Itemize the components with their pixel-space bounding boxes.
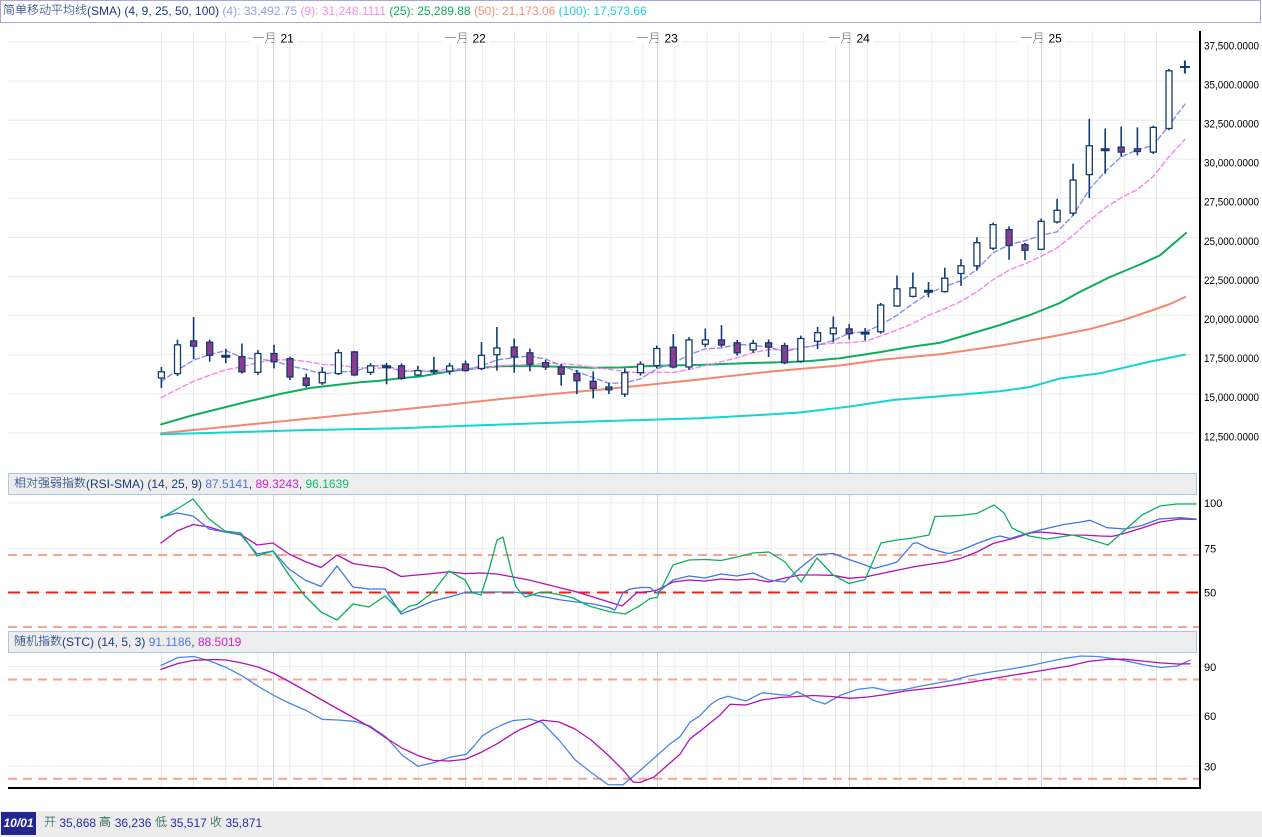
svg-text:25: 25 [1049,32,1063,46]
svg-text:20,000.0000: 20,000.0000 [1204,314,1259,326]
svg-text:60: 60 [1204,711,1216,723]
svg-text:17,500.0000: 17,500.0000 [1204,353,1259,365]
svg-text:22: 22 [473,32,487,46]
svg-text:75: 75 [1204,544,1216,556]
svg-text:12,500.0000: 12,500.0000 [1204,431,1259,443]
svg-text:30: 30 [1204,762,1216,774]
svg-text:37,500.0000: 37,500.0000 [1204,40,1259,52]
svg-text:23: 23 [665,32,679,46]
svg-text:25,000.0000: 25,000.0000 [1204,236,1259,248]
svg-text:21: 21 [281,32,295,46]
svg-text:22,500.0000: 22,500.0000 [1204,275,1259,287]
svg-text:100: 100 [1204,498,1222,510]
svg-text:24: 24 [857,32,871,46]
svg-text:27,500.0000: 27,500.0000 [1204,197,1259,209]
svg-text:35,000.0000: 35,000.0000 [1204,79,1259,91]
svg-text:32,500.0000: 32,500.0000 [1204,119,1259,131]
svg-text:30,000.0000: 30,000.0000 [1204,158,1259,170]
svg-text:15,000.0000: 15,000.0000 [1204,392,1259,404]
svg-text:90: 90 [1204,662,1216,674]
svg-text:50: 50 [1204,588,1216,600]
